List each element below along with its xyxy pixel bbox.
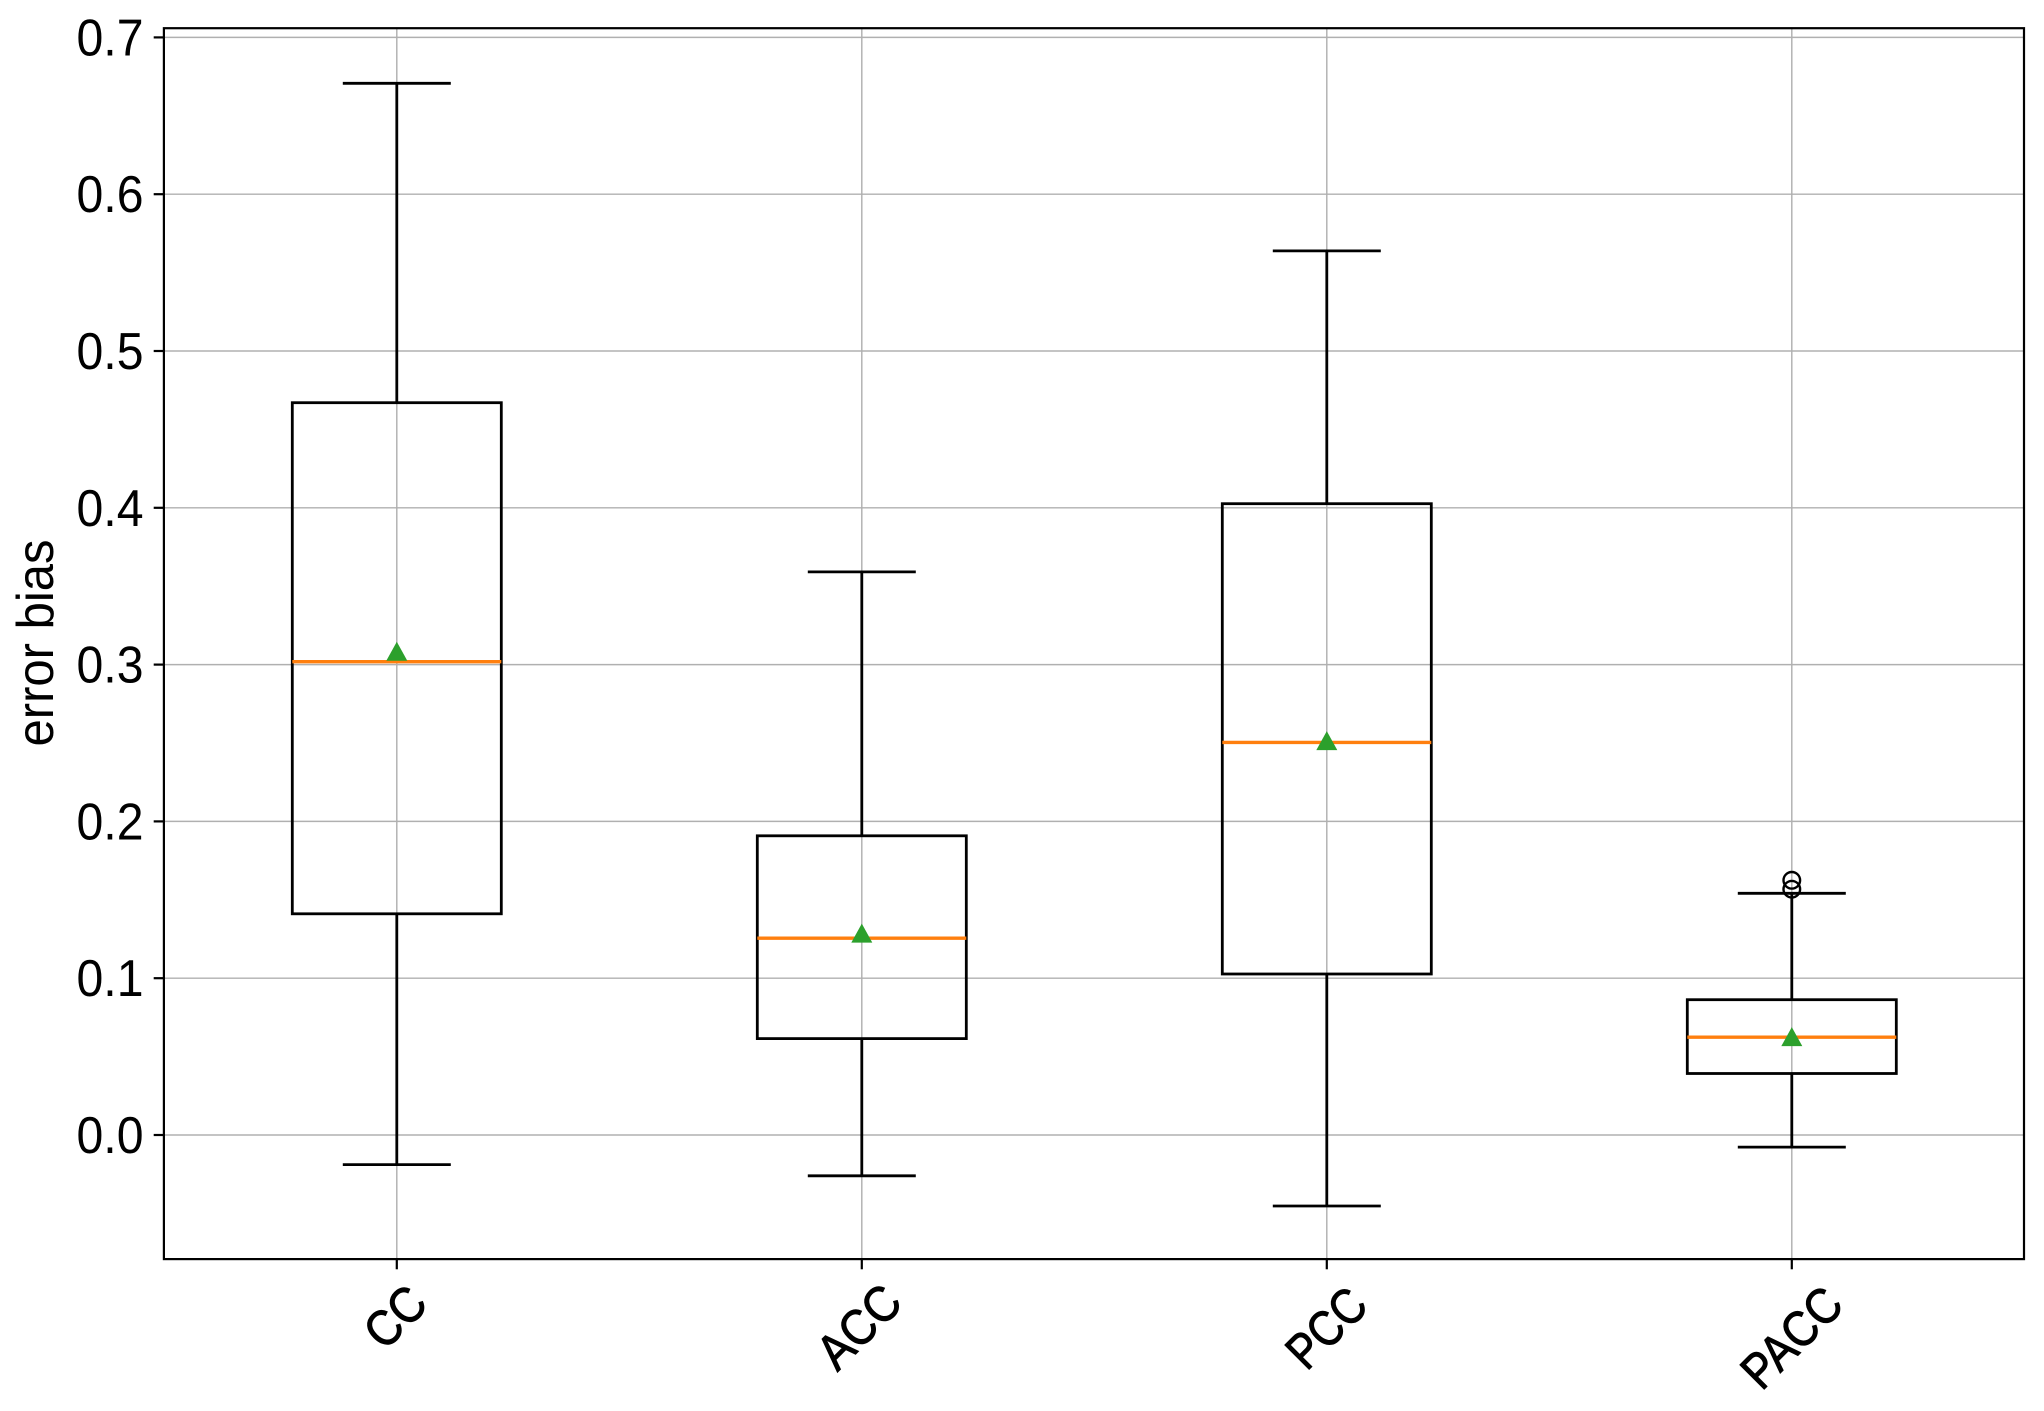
svg-text:0.1: 0.1 [77,950,144,1008]
svg-text:0.2: 0.2 [77,793,144,851]
svg-text:0.4: 0.4 [77,480,144,538]
svg-text:error bias: error bias [7,540,65,747]
svg-text:0.6: 0.6 [77,166,144,224]
svg-text:0.5: 0.5 [77,323,144,381]
svg-text:0.3: 0.3 [77,637,144,695]
svg-text:0.0: 0.0 [77,1107,144,1165]
svg-text:0.7: 0.7 [77,9,144,67]
